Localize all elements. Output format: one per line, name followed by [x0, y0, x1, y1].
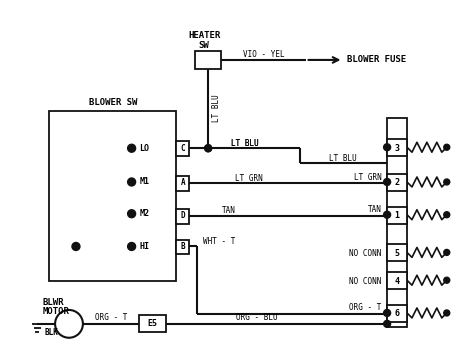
Text: 4: 4 — [394, 277, 400, 286]
Circle shape — [444, 179, 450, 185]
Text: ORG - BLU: ORG - BLU — [236, 313, 278, 322]
Text: BLOWER FUSE: BLOWER FUSE — [347, 55, 407, 64]
Circle shape — [383, 211, 391, 218]
Circle shape — [383, 320, 391, 327]
Bar — [49, 111, 176, 281]
Bar — [195, 51, 221, 69]
Text: 2: 2 — [394, 178, 400, 187]
Bar — [387, 174, 407, 191]
Text: C: C — [181, 144, 185, 153]
Text: WHT - T: WHT - T — [203, 237, 235, 246]
Bar — [387, 139, 407, 156]
Text: E5: E5 — [147, 320, 157, 328]
Text: LT BLU: LT BLU — [212, 95, 221, 122]
Bar — [387, 119, 407, 327]
Text: LT BLU: LT BLU — [230, 139, 258, 148]
Text: A: A — [181, 178, 185, 187]
Text: LT BLU: LT BLU — [230, 139, 258, 148]
Bar — [138, 315, 166, 332]
Text: ORG - T: ORG - T — [94, 313, 127, 322]
Text: 6: 6 — [394, 310, 400, 318]
Circle shape — [383, 144, 391, 151]
Circle shape — [205, 145, 212, 152]
Text: BLWR: BLWR — [42, 297, 64, 307]
Text: NO CONN: NO CONN — [349, 277, 381, 286]
Bar — [387, 245, 407, 261]
Circle shape — [55, 310, 83, 338]
Bar — [387, 305, 407, 322]
Circle shape — [444, 212, 450, 218]
Bar — [387, 272, 407, 289]
Circle shape — [444, 250, 450, 255]
Text: NO CONN: NO CONN — [349, 249, 381, 258]
Text: TAN: TAN — [222, 206, 236, 215]
Bar — [176, 176, 189, 191]
Text: LO: LO — [139, 144, 150, 153]
Circle shape — [128, 144, 136, 152]
Text: LT GRN: LT GRN — [355, 172, 382, 181]
Text: MOTOR: MOTOR — [42, 307, 69, 316]
Circle shape — [128, 242, 136, 251]
Text: HI: HI — [139, 242, 150, 251]
Bar — [176, 240, 189, 255]
Text: D: D — [181, 211, 185, 220]
Text: B: B — [181, 242, 185, 251]
Circle shape — [383, 178, 391, 185]
Text: BLK: BLK — [44, 328, 58, 337]
Text: LT GRN: LT GRN — [235, 174, 262, 182]
Circle shape — [383, 310, 391, 316]
Circle shape — [444, 144, 450, 150]
Circle shape — [205, 145, 212, 152]
Text: SW: SW — [199, 41, 210, 50]
Text: 3: 3 — [394, 144, 400, 153]
Bar — [176, 209, 189, 223]
Circle shape — [444, 310, 450, 316]
Circle shape — [128, 178, 136, 186]
Text: LT BLU: LT BLU — [329, 154, 357, 163]
Text: VIO - YEL: VIO - YEL — [243, 50, 284, 60]
Text: M2: M2 — [139, 209, 150, 218]
Text: 5: 5 — [394, 249, 400, 258]
Text: 1: 1 — [394, 211, 400, 220]
Text: BLOWER SW: BLOWER SW — [89, 98, 137, 107]
Text: M1: M1 — [139, 177, 150, 186]
Text: ORG - T: ORG - T — [349, 303, 381, 312]
Bar — [387, 207, 407, 223]
Circle shape — [72, 242, 80, 251]
Text: TAN: TAN — [368, 205, 382, 214]
Circle shape — [128, 210, 136, 218]
Text: HEATER: HEATER — [188, 31, 220, 40]
Bar — [176, 141, 189, 156]
Circle shape — [444, 277, 450, 283]
